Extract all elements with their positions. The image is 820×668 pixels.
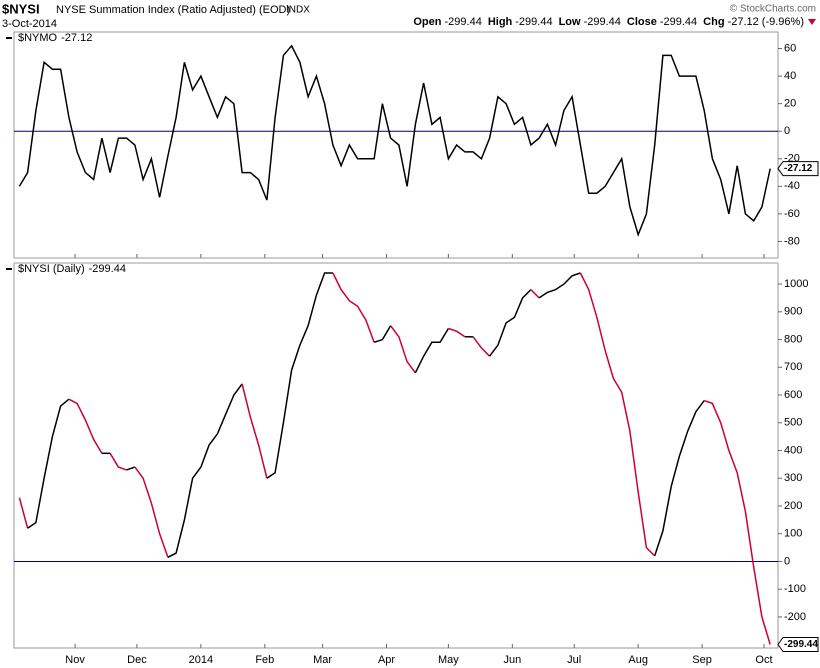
series-line (241, 383, 268, 479)
quote-label: Low (559, 16, 581, 28)
y-tick-label: -60 (784, 208, 800, 220)
series-line (448, 327, 466, 338)
legend-name: $NYMO (18, 32, 58, 44)
x-tick-label: Jul (567, 654, 581, 666)
y-tick-label: 100 (784, 528, 802, 540)
last-value-box (777, 161, 819, 177)
y-tick-label: 1000 (784, 278, 808, 290)
quote-value: -299.44 (584, 16, 621, 28)
series-line (126, 466, 136, 471)
y-tick-label: 0 (784, 555, 790, 567)
series-line (68, 398, 103, 454)
index-name: NYSE Summation Index (Ratio Adjusted) (E… (56, 4, 290, 16)
x-tick-label: Aug (628, 654, 648, 666)
exchange: INDX (286, 5, 310, 16)
series-line (332, 272, 375, 343)
down-arrow (808, 19, 816, 25)
series-line (703, 399, 771, 645)
y-tick-label: -40 (784, 180, 800, 192)
quote-label: Open (413, 16, 441, 28)
series-line (18, 44, 771, 237)
series-line (109, 452, 127, 471)
panel-frame (13, 262, 779, 649)
quote-label: Chg (703, 16, 724, 28)
series-line (373, 325, 392, 344)
y-tick-label: 300 (784, 472, 802, 484)
x-tick-label: Dec (127, 654, 147, 666)
legend-entry: $NYMO -27.12 (18, 32, 92, 44)
quote-label: Close (627, 16, 657, 28)
quote-value: -299.44 (445, 16, 482, 28)
quote-label: High (488, 16, 513, 28)
date: 3-Oct-2014 (2, 18, 57, 30)
series-line (167, 383, 243, 558)
series-line (530, 289, 540, 299)
y-tick-label: 400 (784, 444, 802, 456)
series-line (27, 398, 70, 529)
legend-name: $NYSI (Daily) (18, 263, 85, 275)
legend-entry: $NYSI (Daily) -299.44 (18, 263, 126, 275)
y-tick-label: 60 (784, 42, 796, 54)
source: © StockCharts.com (730, 4, 816, 15)
x-tick-label: Oct (755, 654, 772, 666)
x-tick-label: Sep (692, 654, 712, 666)
x-tick-label: Apr (378, 654, 395, 666)
y-tick-label: 0 (784, 125, 790, 137)
y-tick-label: 800 (784, 333, 802, 345)
x-tick-label: Jun (503, 654, 521, 666)
series-line (266, 272, 333, 479)
last-value: -27.12 (784, 163, 813, 174)
series-line (488, 289, 532, 357)
series-line (472, 336, 491, 357)
legend-value: -27.12 (61, 32, 92, 44)
y-tick-label: -200 (784, 611, 806, 623)
y-tick-label: 900 (784, 306, 802, 318)
series-line (579, 272, 656, 557)
series-line (389, 325, 417, 374)
y-tick-label: 20 (784, 98, 796, 110)
x-tick-label: 2014 (189, 654, 213, 666)
x-tick-label: Nov (65, 654, 85, 666)
legend-value: -299.44 (89, 263, 126, 275)
x-tick-label: May (438, 654, 459, 666)
x-tick-label: Mar (313, 654, 332, 666)
y-tick-label: 40 (784, 70, 796, 82)
quote-value: -27.12 (-9.96%) (728, 16, 804, 28)
y-tick-label: -80 (784, 235, 800, 247)
quote: Open -299.44 High -299.44 Low -299.44 Close -29… (413, 16, 804, 28)
quote-value: -299.44 (515, 16, 552, 28)
series-line (134, 466, 169, 558)
x-tick-label: Feb (255, 654, 274, 666)
last-value-box (777, 637, 819, 653)
last-value: -299.44 (784, 639, 818, 650)
y-tick-label: 700 (784, 361, 802, 373)
series-line (18, 497, 29, 529)
series-line (414, 328, 450, 374)
panel-frame (13, 31, 779, 259)
y-tick-label: 500 (784, 417, 802, 429)
series-line (538, 272, 581, 299)
quote-value: -299.44 (660, 16, 697, 28)
y-tick-label: 200 (784, 500, 802, 512)
y-tick-label: -100 (784, 583, 806, 595)
symbol: $NYSI (2, 1, 40, 16)
series-line (653, 400, 705, 557)
y-tick-label: 600 (784, 389, 802, 401)
